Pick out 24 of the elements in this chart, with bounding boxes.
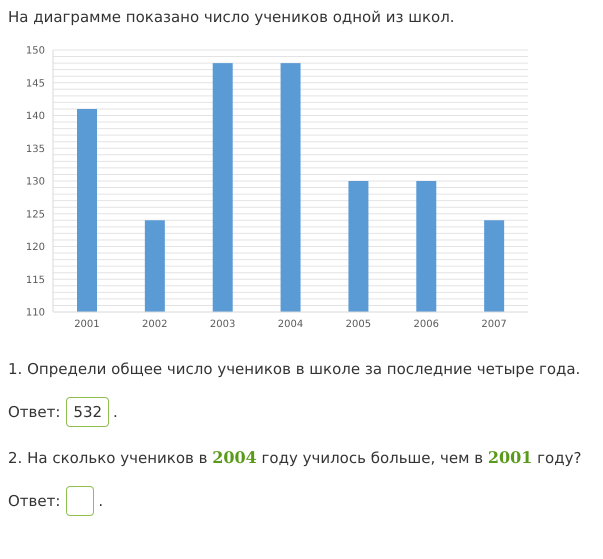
x-tick-label: 2003 <box>210 319 236 330</box>
y-tick-label: 150 <box>26 46 45 57</box>
text: . <box>113 403 118 421</box>
chart-title: На диаграмме показано число учеников одной из школ. <box>8 8 456 28</box>
x-tick-label: 2005 <box>346 319 372 330</box>
x-tick-label: 2002 <box>142 319 168 330</box>
text: Ответ: <box>8 492 60 510</box>
y-tick-label: 115 <box>26 274 45 286</box>
y-tick-label: 140 <box>26 111 45 122</box>
text: 1. Определи общее число учеников в школе за последние четыре года. <box>8 360 580 378</box>
text: 2. На сколько учеников в 2004 году училось больше, чем в 2001 году? <box>8 448 582 467</box>
x-tick-label: 2001 <box>74 319 100 330</box>
text: Ответ: <box>8 403 60 421</box>
text-field: 532 <box>66 397 110 427</box>
y-tick-label: 110 <box>26 308 45 319</box>
x-tick-label: 2006 <box>413 319 439 330</box>
x-tick-label: 2004 <box>278 319 304 330</box>
y-tick-label: 130 <box>26 176 45 188</box>
y-tick-label: 135 <box>26 144 45 155</box>
y-tick-label: 145 <box>26 78 45 90</box>
x-tick-label: 2007 <box>481 319 507 330</box>
text: . <box>98 492 104 510</box>
y-tick-label: 120 <box>26 242 45 254</box>
y-tick-label: 125 <box>26 209 45 220</box>
